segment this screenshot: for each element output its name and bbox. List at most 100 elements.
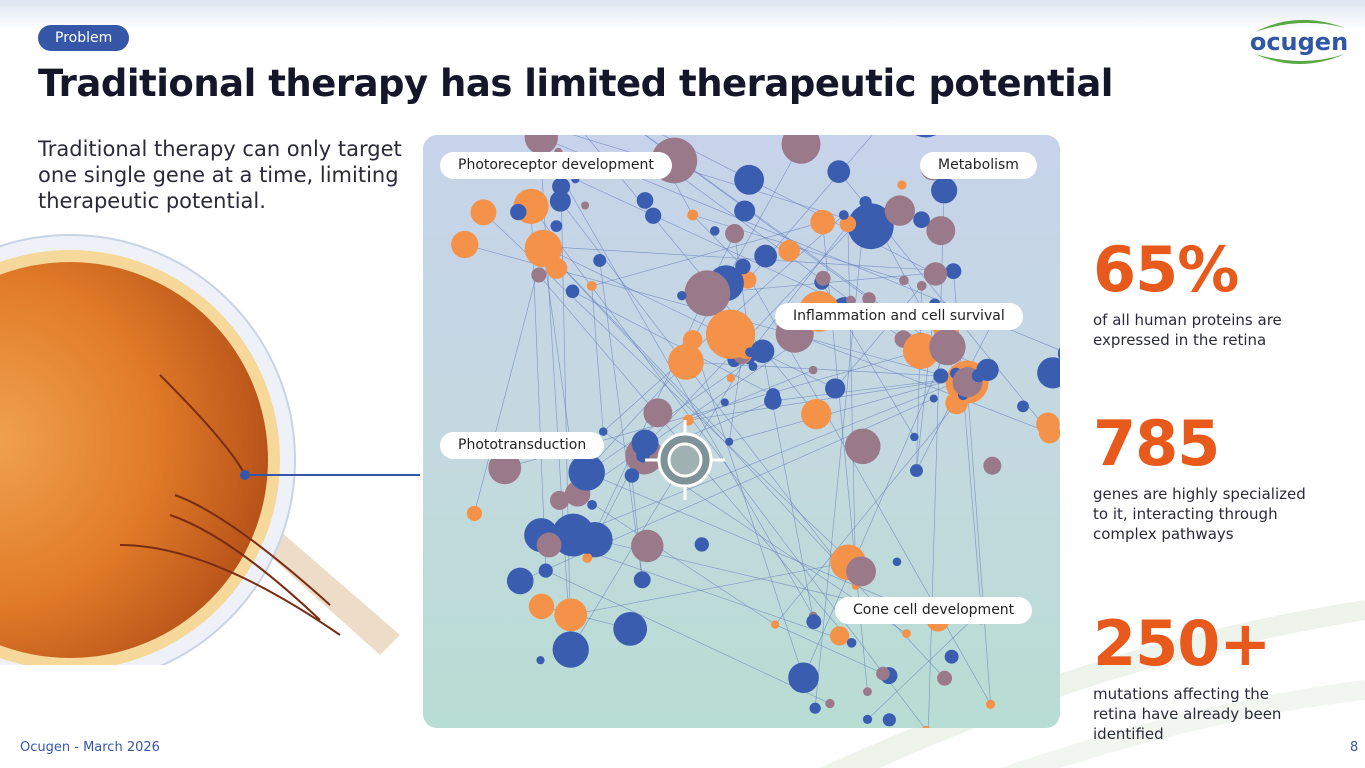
network-node xyxy=(926,216,956,246)
network-edge xyxy=(474,248,544,514)
network-node xyxy=(643,398,673,428)
network-edge xyxy=(542,246,836,389)
network-node xyxy=(884,195,915,226)
network-edge xyxy=(586,472,939,621)
network-node xyxy=(910,432,919,442)
network-node xyxy=(687,209,699,221)
eye-illustration xyxy=(0,234,420,665)
network-node xyxy=(862,714,873,725)
network-node xyxy=(778,239,800,262)
label-photoreceptor-development: Photoreceptor development xyxy=(440,152,672,179)
network-node xyxy=(636,192,654,209)
network-node xyxy=(568,454,605,491)
network-edge xyxy=(545,570,831,704)
network-node xyxy=(748,362,758,371)
network-node xyxy=(613,611,648,646)
network-node xyxy=(902,629,911,638)
network-node xyxy=(734,164,765,195)
network-node xyxy=(488,451,522,485)
network-node xyxy=(720,398,729,407)
network-node xyxy=(734,200,756,222)
network-edge xyxy=(572,135,871,227)
network-node xyxy=(754,244,777,268)
network-node xyxy=(536,532,562,558)
network-node xyxy=(735,258,751,275)
network-node xyxy=(899,275,909,286)
network-edge xyxy=(560,200,857,587)
network-node xyxy=(825,378,846,399)
network-node xyxy=(915,135,937,138)
network-node xyxy=(847,203,894,250)
network-node xyxy=(470,199,497,226)
label-cone-cell-development: Cone cell development xyxy=(835,597,1033,624)
network-node xyxy=(536,656,545,665)
network-node xyxy=(451,230,479,259)
network-node xyxy=(809,702,821,714)
network-edge xyxy=(548,369,988,546)
page-title: Traditional therapy has limited therapeu… xyxy=(38,62,1114,105)
gene-network-panel: Photoreceptor development Metabolism Inf… xyxy=(423,135,1060,728)
network-node xyxy=(882,713,896,727)
network-node xyxy=(528,593,555,620)
network-node xyxy=(766,388,781,402)
network-node xyxy=(788,662,819,694)
network-node xyxy=(827,160,851,184)
stat-description: genes are highly specialized to it, inte… xyxy=(1093,485,1306,543)
network-node xyxy=(531,267,547,283)
stat-value: 785 xyxy=(1093,407,1220,480)
network-node xyxy=(750,339,775,364)
network-node xyxy=(838,210,849,220)
network-node xyxy=(913,211,930,229)
network-node xyxy=(593,253,607,267)
network-node xyxy=(587,499,597,510)
network-node xyxy=(581,201,590,210)
network-node xyxy=(726,374,735,383)
network-edge xyxy=(591,285,604,432)
network-node xyxy=(897,180,907,190)
network-node xyxy=(923,262,948,286)
network-node xyxy=(829,626,850,646)
network-node xyxy=(862,292,876,306)
network-node xyxy=(801,398,832,430)
network-node xyxy=(668,344,704,380)
network-node xyxy=(554,598,588,632)
network-node xyxy=(806,614,822,630)
network-node xyxy=(582,544,592,554)
network-node xyxy=(781,135,821,164)
network-node xyxy=(971,369,986,383)
network-edge xyxy=(928,190,945,728)
network-node xyxy=(944,649,959,664)
stat-genes: 785 genes are highly specialized to it, … xyxy=(1093,412,1313,544)
network-node xyxy=(624,468,640,483)
label-metabolism: Metabolism xyxy=(920,152,1037,179)
label-phototransduction: Phototransduction xyxy=(440,432,605,459)
network-edge xyxy=(803,346,948,678)
network-node xyxy=(983,456,1002,475)
network-node xyxy=(945,263,962,280)
network-edge xyxy=(530,206,925,728)
network-edge xyxy=(966,382,991,705)
network-edge xyxy=(692,339,804,678)
label-inflammation-cell-survival: Inflammation and cell survival xyxy=(775,303,1023,330)
network-node xyxy=(549,190,571,212)
network-node xyxy=(586,280,597,291)
network-node xyxy=(725,224,745,244)
stat-value: 250+ xyxy=(1093,607,1271,680)
network-node xyxy=(705,309,756,359)
network-node xyxy=(510,203,527,221)
network-node xyxy=(710,226,720,236)
network-edge xyxy=(814,202,866,709)
network-node xyxy=(808,365,818,375)
network-node xyxy=(929,328,966,366)
network-node xyxy=(810,209,835,235)
network-node xyxy=(694,537,709,552)
network-node xyxy=(922,725,930,728)
network-node xyxy=(582,553,593,563)
network-edge xyxy=(867,610,982,720)
network-node xyxy=(524,135,558,155)
network-node xyxy=(633,571,651,589)
network-node xyxy=(846,638,857,648)
intro-text: Traditional therapy can only target one … xyxy=(38,137,402,213)
network-edge xyxy=(591,221,823,287)
network-edge xyxy=(572,290,774,396)
